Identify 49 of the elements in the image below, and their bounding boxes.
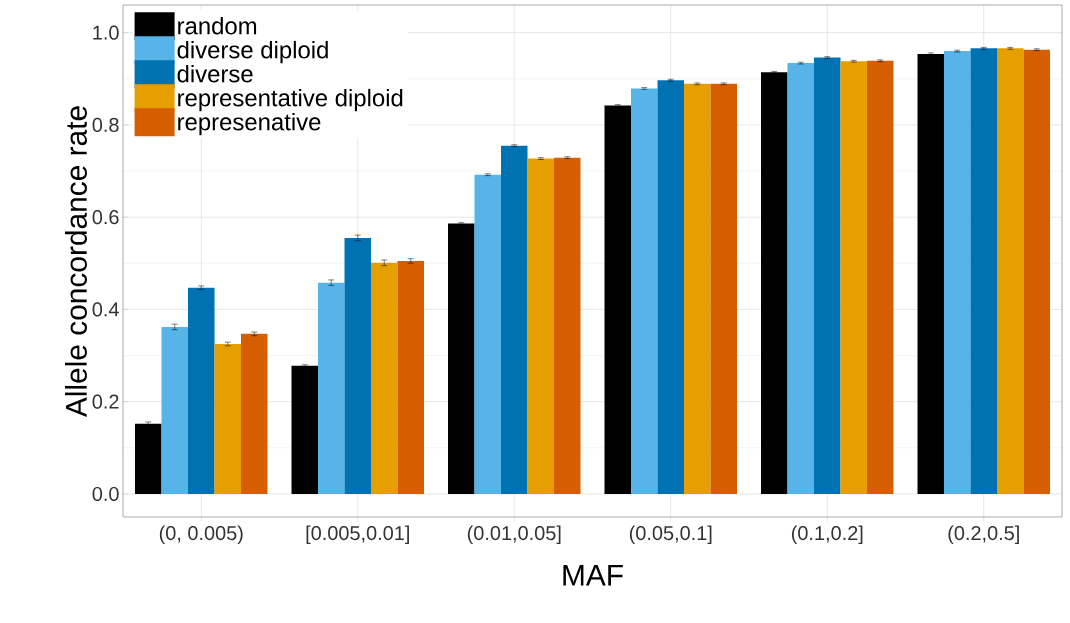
x-tick-label: (0, 0.005) <box>159 525 243 545</box>
bar <box>527 158 555 494</box>
bar <box>970 48 998 494</box>
y-tick-label: 0.4 <box>92 302 119 317</box>
bar <box>397 260 425 494</box>
legend-label: random <box>178 16 257 35</box>
bar <box>997 48 1024 494</box>
legend-label: representative diploid <box>178 88 403 112</box>
x-tick-label: (0.2,0.5] <box>948 525 1019 545</box>
bar <box>917 53 945 494</box>
x-axis-title: MAF <box>563 564 623 586</box>
bar <box>944 51 971 494</box>
bar <box>291 365 319 494</box>
bar <box>631 88 658 494</box>
bar <box>684 83 711 494</box>
bar <box>867 60 894 494</box>
legend-label: diverse <box>177 64 253 83</box>
bar <box>448 223 475 494</box>
y-tick-label: 0.0 <box>92 486 119 501</box>
x-tick-label: (0.1,0.2] <box>791 525 863 545</box>
bar <box>318 282 345 494</box>
bar <box>371 262 398 494</box>
bar <box>840 61 868 494</box>
bar <box>710 83 738 494</box>
bar <box>604 105 632 494</box>
y-tick-label: 1.0 <box>93 25 119 40</box>
bar <box>474 174 502 494</box>
bar <box>161 326 189 494</box>
bar <box>214 344 242 494</box>
legend-label: represenative <box>178 112 321 136</box>
legend-label: diverse diploid <box>177 40 328 64</box>
bar <box>135 423 162 494</box>
bar <box>501 145 528 494</box>
x-tick-label: [0.005,0.01] <box>306 525 409 545</box>
x-tick-label: (0.05,0.1] <box>629 525 712 545</box>
bar <box>787 63 815 494</box>
bar <box>761 72 788 494</box>
bar <box>1023 49 1051 494</box>
x-tick-label: (0.01,0.05] <box>467 525 561 545</box>
y-tick-label: 0.8 <box>92 117 119 132</box>
bar <box>344 237 372 494</box>
bar <box>241 333 268 494</box>
y-axis-title: Allele concordance rate <box>65 106 87 418</box>
bar <box>814 57 841 494</box>
y-tick-label: 0.6 <box>92 210 119 225</box>
bar <box>188 287 215 494</box>
bar <box>554 157 581 494</box>
bar <box>657 80 685 494</box>
y-tick-label: 0.2 <box>92 394 119 409</box>
